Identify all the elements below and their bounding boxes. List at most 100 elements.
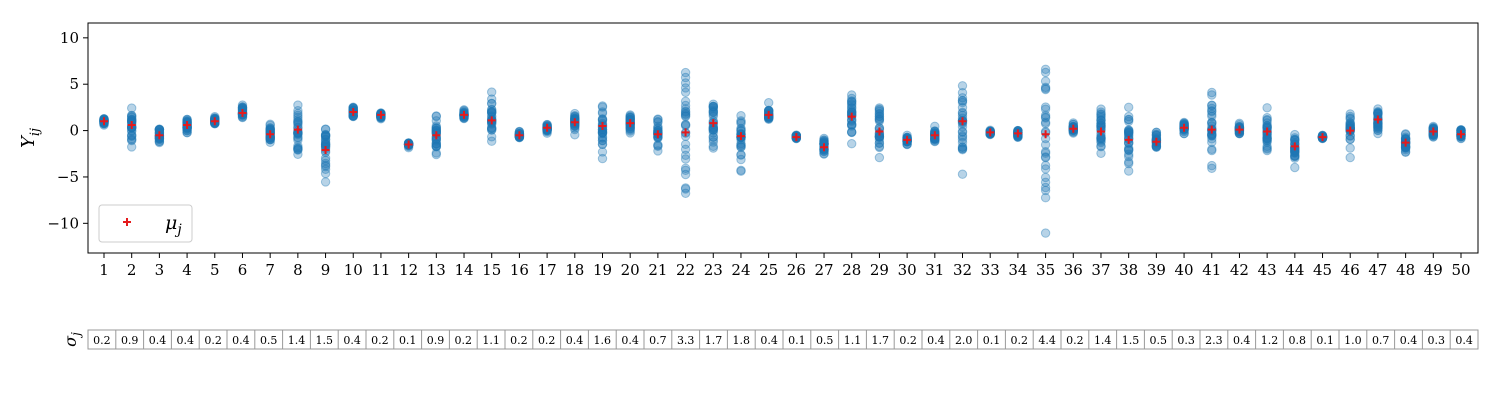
sample-point xyxy=(1124,126,1134,136)
sample-point xyxy=(708,101,718,112)
sample-point xyxy=(1040,119,1051,129)
sample-point xyxy=(1096,136,1106,146)
sample-point xyxy=(957,95,968,106)
x-tick-label: 5 xyxy=(210,261,220,279)
sample-point xyxy=(320,161,331,172)
x-tick-label: 16 xyxy=(510,261,529,279)
sample-point xyxy=(1040,164,1051,174)
sample-point xyxy=(1400,147,1411,158)
sample-point xyxy=(487,125,497,135)
sigma-cell: 0.2 xyxy=(204,334,222,347)
sample-point xyxy=(320,160,331,170)
sample-point xyxy=(1345,111,1355,122)
sample-point xyxy=(708,137,718,147)
sample-point xyxy=(1124,144,1134,155)
sample-point xyxy=(1096,115,1106,126)
x-tick-label: 24 xyxy=(731,261,750,279)
sample-point xyxy=(597,102,608,112)
sample-point xyxy=(1040,76,1051,86)
sample-point xyxy=(1207,134,1217,144)
sample-point xyxy=(1262,143,1272,153)
sample-point xyxy=(1345,109,1355,119)
sample-point xyxy=(127,135,137,146)
sample-point xyxy=(847,139,857,149)
sample-point xyxy=(597,147,608,157)
sample-point xyxy=(847,121,857,131)
sample-point xyxy=(1124,125,1134,136)
sample-point xyxy=(127,103,137,113)
sample-point xyxy=(874,113,885,123)
sample-point xyxy=(1096,137,1106,148)
sample-point xyxy=(736,142,746,152)
mean-marker xyxy=(1207,125,1216,134)
sample-point xyxy=(957,169,968,179)
x-tick-label: 18 xyxy=(565,261,584,279)
sample-point xyxy=(1040,160,1051,171)
sample-point xyxy=(1096,104,1106,114)
sample-point xyxy=(957,81,968,91)
x-tick-label: 43 xyxy=(1258,261,1277,279)
sample-point xyxy=(874,114,885,124)
mean-marker xyxy=(293,125,302,134)
sigma-cell: 0.4 xyxy=(177,334,195,347)
sample-point xyxy=(1040,140,1051,150)
sample-point xyxy=(1207,160,1217,171)
sample-point xyxy=(708,103,718,114)
sample-point xyxy=(431,121,441,131)
sample-point xyxy=(736,116,746,126)
sample-point xyxy=(431,139,441,149)
sample-point xyxy=(1040,147,1051,157)
sample-point xyxy=(1207,109,1217,120)
sample-point xyxy=(957,145,968,155)
sample-point xyxy=(1290,151,1300,161)
sample-point xyxy=(320,130,331,140)
sample-point xyxy=(680,107,691,117)
sample-point xyxy=(487,94,497,104)
sample-point xyxy=(1373,104,1383,114)
sample-point xyxy=(1262,118,1272,128)
x-tick-label: 35 xyxy=(1036,261,1055,279)
sample-point xyxy=(1262,137,1272,147)
sample-point xyxy=(1262,114,1272,125)
sample-point xyxy=(957,127,968,137)
sigma-cell: 1.5 xyxy=(316,334,334,347)
sample-point xyxy=(680,183,691,193)
sample-point xyxy=(570,108,580,119)
sample-point xyxy=(1373,123,1383,133)
mean-marker xyxy=(570,118,579,127)
mean-marker xyxy=(1124,135,1133,144)
sample-point xyxy=(1262,103,1272,113)
sample-point xyxy=(680,188,691,199)
sample-point xyxy=(1373,107,1383,118)
sample-point xyxy=(320,135,331,145)
sample-point xyxy=(1040,117,1051,128)
sample-point xyxy=(708,101,718,112)
sigma-cell: 0.4 xyxy=(232,334,250,347)
mean-marker xyxy=(820,143,829,152)
mean-marker xyxy=(127,121,136,130)
sample-point xyxy=(625,128,635,138)
sample-point xyxy=(1290,153,1300,163)
sample-point xyxy=(874,115,885,125)
sample-point xyxy=(736,141,746,151)
sample-point xyxy=(1345,114,1355,124)
sigma-cell: 0.2 xyxy=(1066,334,1084,347)
sample-point xyxy=(127,142,137,152)
sample-point xyxy=(680,150,691,161)
sample-point xyxy=(653,141,663,152)
sample-point xyxy=(1290,129,1300,140)
sigma-cell: 1.7 xyxy=(705,334,723,347)
sample-point xyxy=(708,109,718,120)
mean-marker xyxy=(1013,129,1022,138)
mean-marker xyxy=(1180,123,1189,132)
sample-point xyxy=(957,131,968,141)
sample-point xyxy=(1040,112,1051,122)
sample-point xyxy=(957,142,968,153)
sample-point xyxy=(708,135,718,145)
sample-point xyxy=(1124,126,1134,137)
sigma-cell: 1.4 xyxy=(288,334,306,347)
sample-point xyxy=(1290,133,1300,143)
sample-point xyxy=(431,139,441,149)
sample-point xyxy=(1262,115,1272,126)
y-axis-label: Yij xyxy=(18,128,43,148)
